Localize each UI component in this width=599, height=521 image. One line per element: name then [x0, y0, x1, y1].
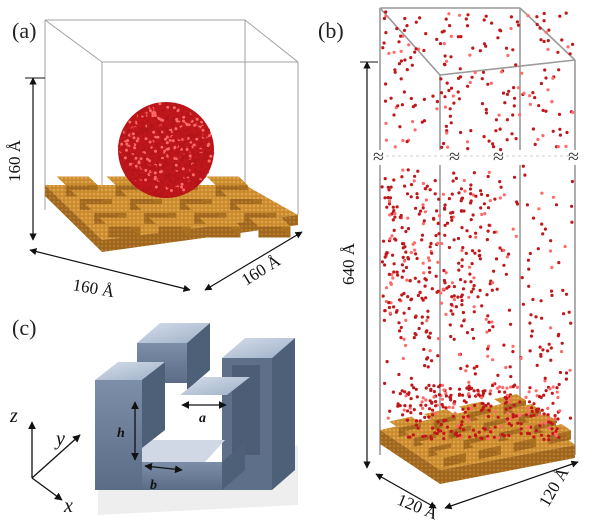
panel-c-h-label: h: [117, 426, 125, 441]
break-mark-4: ≈: [568, 146, 579, 168]
break-mark-3: ≈: [493, 146, 504, 168]
panel-a-label: (a): [12, 18, 36, 43]
panel-b: (b) ≈ ≈ ≈ ≈: [318, 7, 579, 521]
break-mark-1: ≈: [373, 146, 384, 168]
break-mark-2: ≈: [449, 146, 460, 168]
panel-b-width-dimension: 120 Å: [375, 473, 442, 521]
panel-c-a-label: a: [199, 411, 206, 426]
z-axis-label: z: [9, 405, 18, 427]
panel-a: (a) 160 Å: [5, 18, 303, 301]
panel-a-width-label: 160 Å: [71, 275, 116, 301]
panel-a-water-droplet: [117, 102, 215, 198]
panel-c-label: (c): [12, 315, 36, 340]
panel-c-pillar-unit: [95, 323, 295, 490]
x-axis-label: x: [63, 495, 73, 517]
panel-a-height-dimension: 160 Å: [5, 77, 45, 241]
panel-b-axis-breaks: ≈ ≈ ≈ ≈: [373, 146, 579, 168]
panel-b-label: (b): [318, 18, 344, 43]
panel-c-b-label: b: [150, 478, 157, 493]
panel-b-height-label: 640 Å: [339, 242, 358, 285]
panel-c-b-dimension: b: [144, 462, 183, 493]
panel-b-water-molecules: [380, 10, 575, 431]
panel-c-a-dimension: a: [181, 401, 227, 426]
panel-b-height-dimension: 640 Å: [339, 61, 378, 469]
y-axis-label: y: [54, 428, 65, 450]
panel-c-h-dimension: h: [117, 401, 139, 461]
panel-c-shadow: [98, 445, 298, 515]
panel-a-depth-dimension: 160 Å: [204, 231, 303, 291]
coordinate-axes: z y x: [9, 405, 81, 517]
panel-a-width-dimension: 160 Å: [29, 248, 191, 301]
panel-c: (c) h: [9, 315, 298, 517]
panel-b-simulation-box: [379, 7, 576, 470]
panel-a-height-label: 160 Å: [5, 139, 24, 182]
panel-b-depth-label: 120 Å: [535, 463, 573, 510]
panel-b-width-label: 120 Å: [395, 490, 442, 521]
panel-a-simulation-box: [44, 19, 299, 240]
panel-b-condensed-water: [398, 383, 562, 442]
panel-a-gold-substrate: [45, 176, 298, 252]
